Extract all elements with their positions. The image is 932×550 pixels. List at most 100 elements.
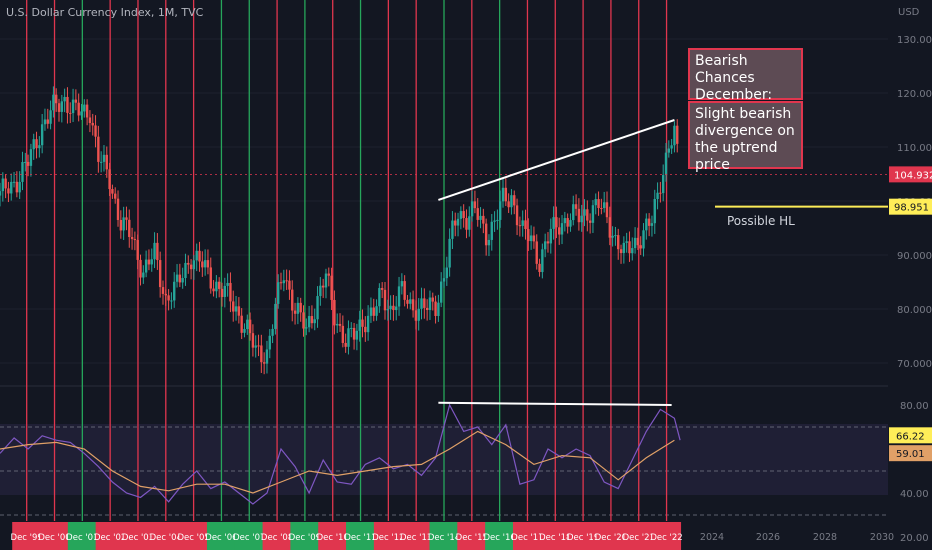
candle-body xyxy=(546,241,550,244)
candle-body xyxy=(69,112,72,114)
x-axis-label-bg xyxy=(652,522,682,550)
candle-body xyxy=(288,280,291,290)
last-price-badge xyxy=(889,166,932,183)
candle-body xyxy=(229,282,232,302)
candle-body xyxy=(327,273,330,276)
candle-body xyxy=(302,312,305,329)
candle-body xyxy=(366,315,370,333)
candle-body xyxy=(400,281,404,287)
candle-body xyxy=(24,161,27,163)
candle-body xyxy=(158,260,162,288)
x-axis-label-bg xyxy=(151,522,181,550)
candle-body xyxy=(664,152,668,176)
candle-body xyxy=(572,204,575,221)
candle-body xyxy=(338,323,342,326)
candle-body xyxy=(40,124,44,146)
candle-body xyxy=(341,325,345,343)
candle-body xyxy=(389,305,392,310)
y-tick-label: 70.000 xyxy=(897,359,932,370)
candle-body xyxy=(490,221,493,240)
candle-body xyxy=(347,328,350,347)
x-axis-label-bg xyxy=(262,522,292,550)
candle-body xyxy=(133,239,137,241)
candle-body xyxy=(108,169,111,190)
candle-body xyxy=(170,300,173,302)
candle-body xyxy=(597,199,600,209)
last-price-value: 104.932 xyxy=(894,170,932,181)
candle-body xyxy=(248,319,252,334)
candle-body xyxy=(116,198,120,220)
candle-body xyxy=(156,242,159,261)
candle-body xyxy=(293,310,297,314)
candle-body xyxy=(529,235,533,242)
candle-body xyxy=(409,299,412,304)
candle-body xyxy=(291,289,294,311)
candle-body xyxy=(260,345,263,363)
candle-body xyxy=(555,217,558,228)
annotation-bearish-chances[interactable]: Bearish Chances December: 65.38% xyxy=(688,48,803,120)
x-axis-label: Dec '12 xyxy=(372,533,404,543)
candle-body xyxy=(558,227,561,235)
candle-body xyxy=(144,259,148,273)
candle-body xyxy=(476,208,479,220)
x-axis-label: Dec '18 xyxy=(539,533,571,543)
candle-body xyxy=(451,220,454,239)
candle-body xyxy=(563,218,567,224)
x-axis-label: Dec '11 xyxy=(344,533,376,543)
rsi-ma-line xyxy=(0,430,675,494)
candle-body xyxy=(251,333,255,348)
x-axis-label-bg xyxy=(40,522,70,550)
candle-body xyxy=(403,281,406,300)
candle-body xyxy=(217,281,221,289)
candle-body xyxy=(538,263,541,273)
candle-body xyxy=(605,202,609,218)
x-axis-label-bg xyxy=(568,522,598,550)
candle-body xyxy=(513,195,516,206)
x-axis-label-bg xyxy=(485,522,515,550)
candle-body xyxy=(456,218,460,226)
candle-body xyxy=(153,242,156,260)
x-axis-label: Dec '08 xyxy=(261,533,293,543)
candle-body xyxy=(395,306,398,311)
candle-body xyxy=(49,110,52,124)
candle-body xyxy=(212,288,215,292)
candle-body xyxy=(397,286,401,307)
candle-body xyxy=(454,220,457,226)
candle-body xyxy=(66,96,69,113)
x-axis-label: Dec '02 xyxy=(94,533,126,543)
candle-body xyxy=(507,201,510,208)
candle-body xyxy=(206,260,210,268)
candle-body xyxy=(411,299,415,311)
candle-body xyxy=(521,220,524,226)
candle-body xyxy=(639,245,642,249)
x-axis-label-bg xyxy=(373,522,403,550)
candle-body xyxy=(375,306,378,316)
candle-body xyxy=(257,345,260,347)
candle-body xyxy=(201,261,204,268)
candle-body xyxy=(187,262,190,265)
candle-body xyxy=(631,248,634,254)
candle-body xyxy=(383,289,387,311)
candle-body xyxy=(667,148,671,153)
candle-body xyxy=(364,326,367,333)
x-axis-year-label: 2024 xyxy=(700,532,724,543)
candle-body xyxy=(549,228,552,244)
candle-body xyxy=(80,111,83,116)
annotation-divergence[interactable]: Slight bearish divergence on the uptrend… xyxy=(688,101,803,173)
candle-body xyxy=(178,274,182,283)
candle-body xyxy=(12,181,16,183)
x-axis-label: Dec '19 xyxy=(567,533,599,543)
rsi-trendline xyxy=(438,401,672,406)
candle-body xyxy=(439,281,443,303)
candle-body xyxy=(588,220,592,223)
x-axis-label: Dec '16 xyxy=(483,533,515,543)
candle-body xyxy=(647,218,651,226)
x-axis-label-bg xyxy=(123,522,153,550)
candle-body xyxy=(473,201,477,209)
candle-body xyxy=(32,139,35,150)
candle-body xyxy=(392,305,395,311)
x-axis-label: Dec '22 xyxy=(650,533,682,543)
y-tick-label: 110.000 xyxy=(897,143,932,154)
y-tick-label: 90.000 xyxy=(897,251,932,262)
x-axis-label-bg xyxy=(290,522,320,550)
